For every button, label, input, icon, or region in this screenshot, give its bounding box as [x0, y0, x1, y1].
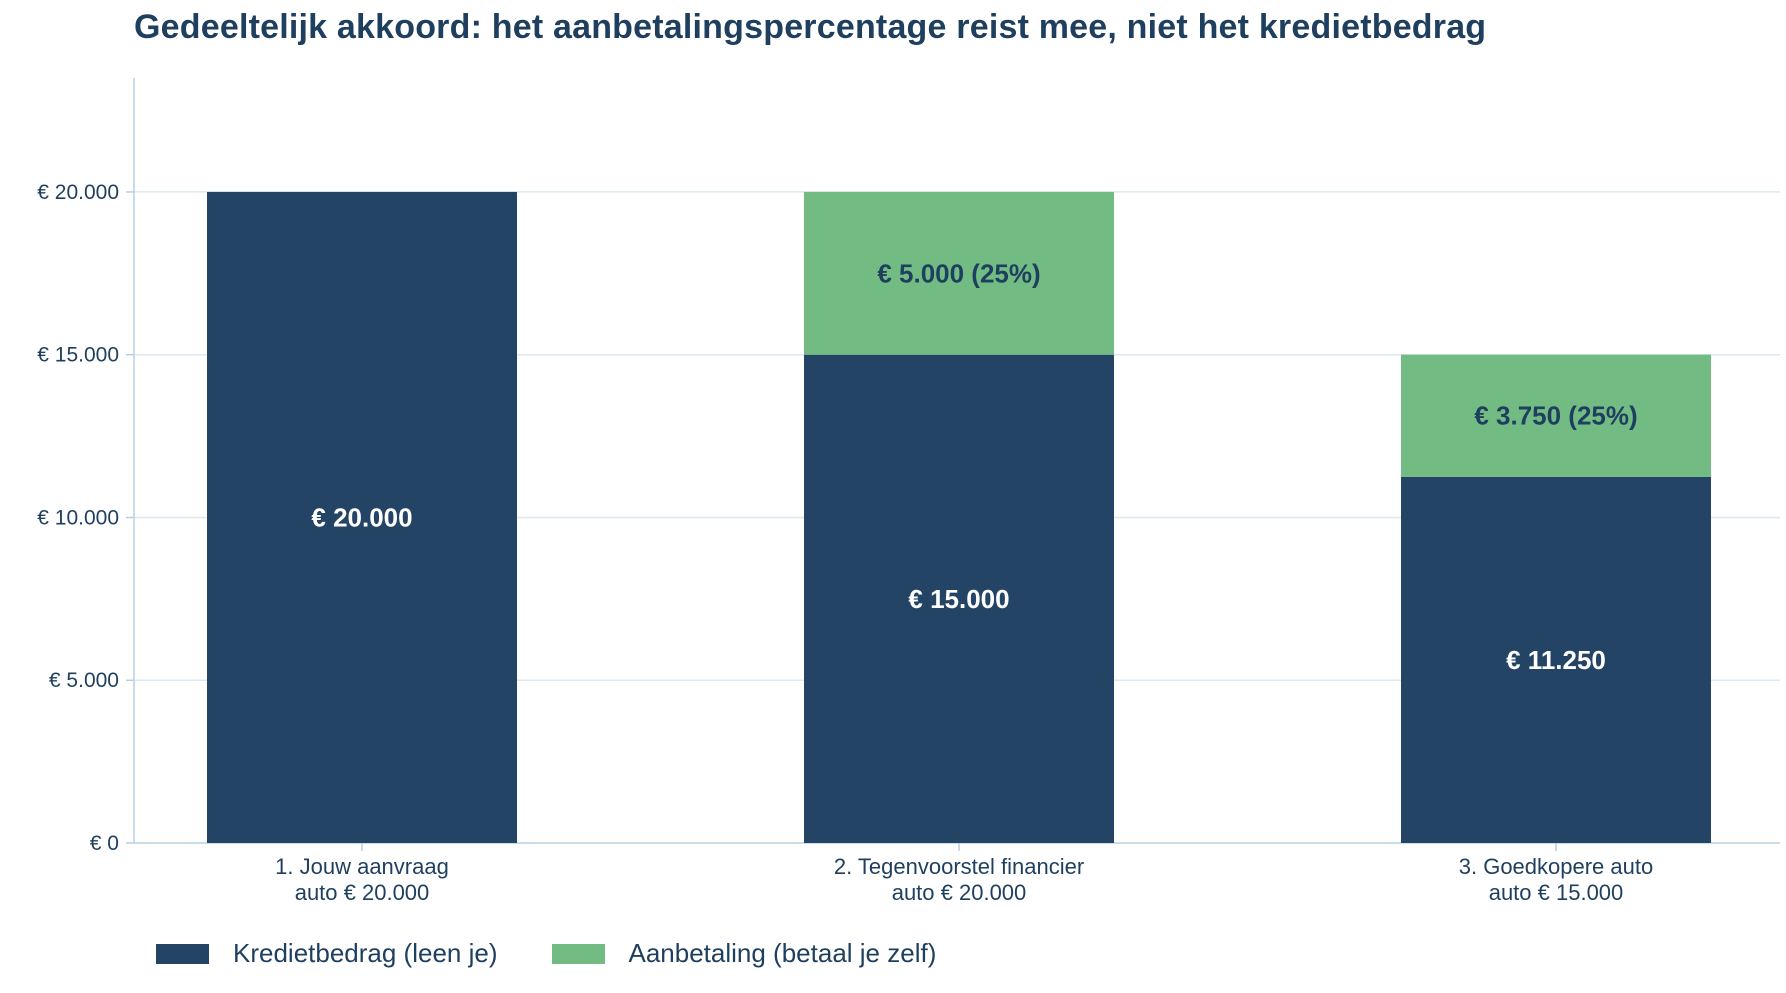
bar-aanbetaling-1	[804, 191, 1114, 355]
x-tick-label-1-line-1: auto € 20.000	[892, 880, 1027, 905]
data-label-kredietbedrag-2: € 11.250	[1506, 645, 1606, 675]
data-label-aanbetaling-2: € 3.750 (25%)	[1474, 401, 1637, 431]
y-tick-label-4: € 20.000	[37, 181, 119, 204]
legend-swatch-kredietbedrag	[156, 943, 209, 964]
y-tick-label-0: € 0	[90, 832, 119, 855]
legend-item-aanbetaling: Aanbetaling (betaal je zelf)	[551, 938, 937, 969]
bar-kredietbedrag-2	[1401, 476, 1711, 843]
legend: Kredietbedrag (leen je) Aanbetaling (bet…	[156, 938, 990, 969]
legend-item-kredietbedrag: Kredietbedrag (leen je)	[156, 938, 498, 969]
x-tick-label-1-line-0: 2. Tegenvoorstel financier	[834, 854, 1084, 879]
x-tick-label-2-line-0: 3. Goedkopere auto	[1459, 854, 1653, 879]
x-tick-label-2-line-1: auto € 15.000	[1489, 880, 1624, 905]
legend-label-kredietbedrag: Kredietbedrag (leen je)	[233, 938, 498, 968]
x-tick-label-0-line-0: 1. Jouw aanvraag	[275, 854, 449, 879]
bar-kredietbedrag-0	[207, 191, 517, 844]
data-label-kredietbedrag-0: € 20.000	[311, 502, 412, 532]
data-label-kredietbedrag-1: € 15.000	[908, 584, 1009, 614]
bar-aanbetaling-2	[1401, 354, 1711, 477]
legend-swatch-aanbetaling	[551, 943, 605, 964]
data-label-aanbetaling-1: € 5.000 (25%)	[877, 258, 1040, 288]
chart-title: Gedeeltelijk akkoord: het aanbetalingspe…	[134, 8, 1487, 46]
y-tick-label-3: € 15.000	[37, 344, 119, 367]
x-tick-label-0-line-1: auto € 20.000	[295, 880, 430, 905]
legend-label-aanbetaling: Aanbetaling (betaal je zelf)	[628, 938, 937, 968]
y-tick-label-1: € 5.000	[49, 669, 119, 692]
y-tick-label-2: € 10.000	[37, 506, 119, 529]
bar-kredietbedrag-1	[804, 354, 1114, 843]
